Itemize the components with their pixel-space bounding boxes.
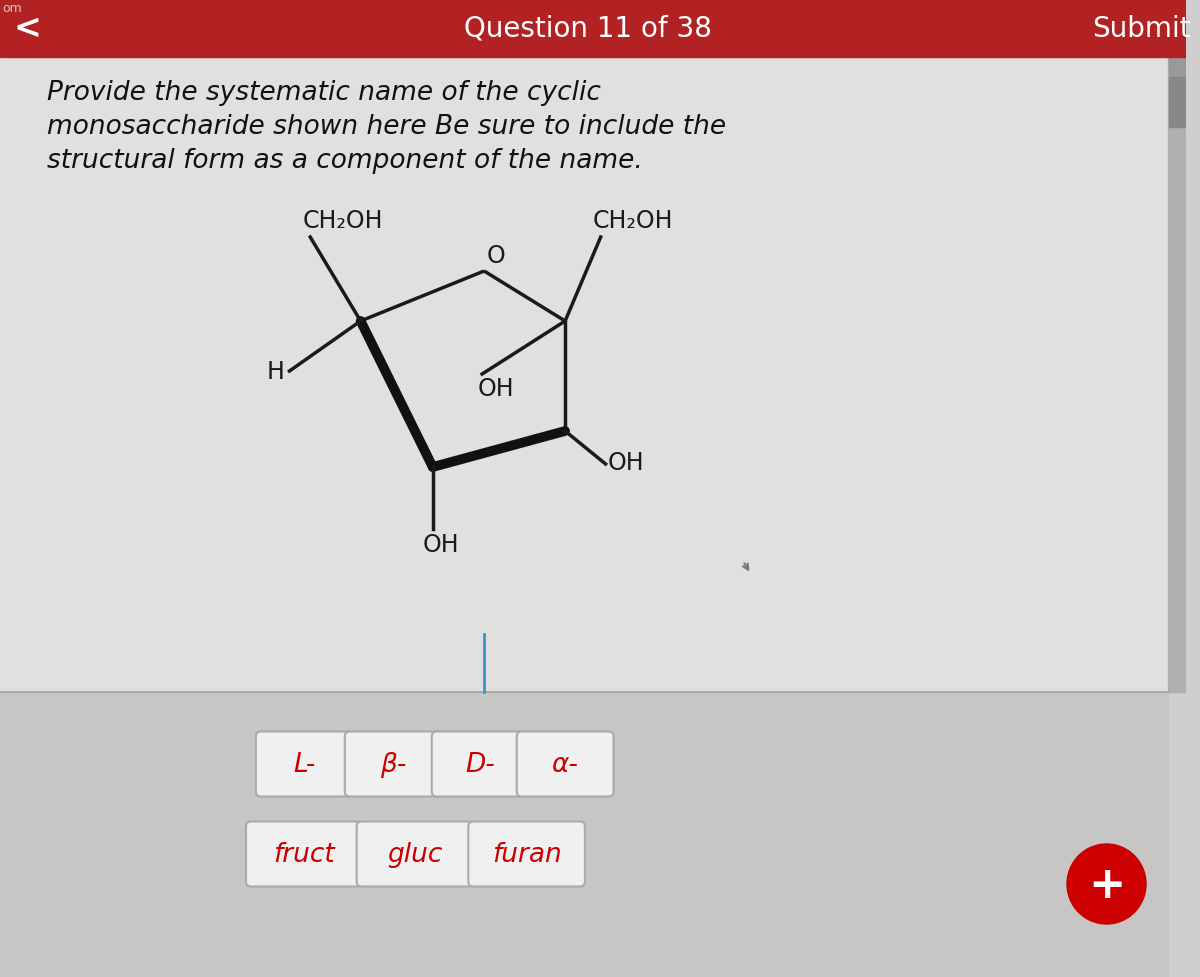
Text: O: O (487, 243, 506, 268)
FancyBboxPatch shape (344, 732, 442, 796)
FancyBboxPatch shape (468, 822, 584, 886)
Text: +: + (1088, 863, 1126, 906)
Text: Question 11 of 38: Question 11 of 38 (464, 15, 712, 43)
Text: CH₂OH: CH₂OH (302, 209, 383, 233)
Text: α-: α- (552, 751, 578, 778)
Text: L-: L- (293, 751, 316, 778)
Text: OH: OH (422, 532, 460, 557)
Bar (0, 58, 1168, 693)
Text: β-: β- (380, 751, 407, 778)
FancyBboxPatch shape (432, 732, 528, 796)
Text: H: H (266, 360, 284, 384)
Text: Submit: Submit (1092, 15, 1190, 43)
Bar (1169, 58, 1184, 78)
Text: OH: OH (478, 376, 514, 401)
FancyBboxPatch shape (246, 822, 362, 886)
Text: om: om (2, 2, 22, 15)
FancyBboxPatch shape (517, 732, 613, 796)
Bar (1168, 58, 1186, 693)
Text: Provide the systematic name of the cyclic
monosaccharide shown here Be sure to i: Provide the systematic name of the cycli… (48, 80, 726, 174)
Bar (1169, 78, 1184, 128)
Text: OH: OH (607, 450, 644, 475)
Text: CH₂OH: CH₂OH (593, 209, 673, 233)
Bar (0, 0, 1186, 58)
Bar (0, 693, 1168, 977)
Text: <: < (13, 13, 42, 46)
Text: furan: furan (492, 841, 562, 868)
Text: fruct: fruct (274, 841, 335, 868)
Circle shape (1067, 844, 1146, 924)
Text: gluc: gluc (388, 841, 443, 868)
FancyBboxPatch shape (256, 732, 353, 796)
FancyBboxPatch shape (356, 822, 473, 886)
Text: D-: D- (466, 751, 496, 778)
